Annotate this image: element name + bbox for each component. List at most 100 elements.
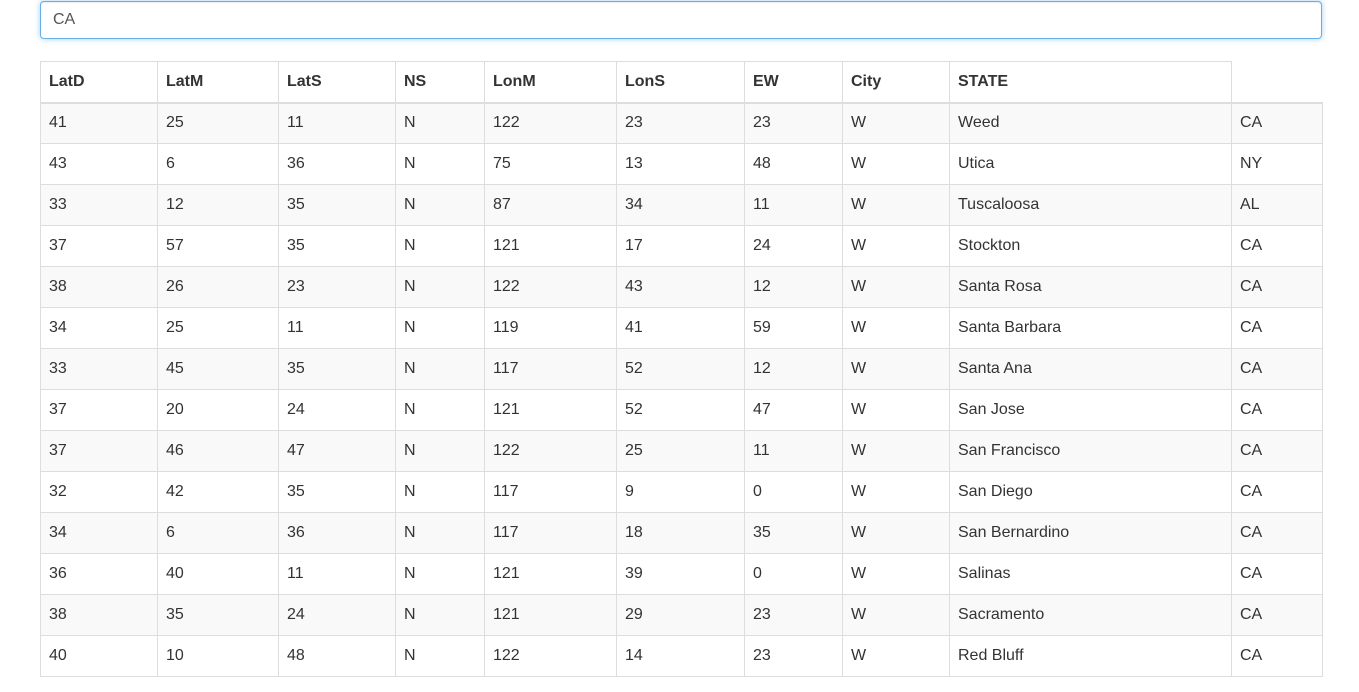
- table-cell: 11: [278, 307, 396, 349]
- table-cell: 36: [40, 553, 158, 595]
- column-header-lats[interactable]: LatS: [278, 61, 396, 104]
- table-cell: N: [395, 348, 485, 390]
- table-row: 36 40 11 N 121 39 0 W Salinas CA: [40, 553, 1323, 595]
- table-cell: N: [395, 225, 485, 267]
- table-cell: CA: [1231, 225, 1323, 267]
- table-cell: N: [395, 143, 485, 185]
- table-cell: W: [842, 389, 950, 431]
- table-cell: W: [842, 266, 950, 308]
- table-cell: W: [842, 512, 950, 554]
- table-cell: 38: [40, 594, 158, 636]
- table-cell: W: [842, 430, 950, 472]
- table-cell: CA: [1231, 266, 1323, 308]
- table-cell: 24: [278, 594, 396, 636]
- table-cell: NY: [1231, 143, 1323, 185]
- table-cell: CA: [1231, 102, 1323, 144]
- column-header-ns[interactable]: NS: [395, 61, 485, 104]
- table-row: 43 6 36 N 75 13 48 W Utica NY: [40, 143, 1323, 185]
- table-cell: W: [842, 348, 950, 390]
- column-header-lonm[interactable]: LonM: [484, 61, 617, 104]
- table-cell: N: [395, 389, 485, 431]
- table-cell: 24: [278, 389, 396, 431]
- table-cell: 122: [484, 266, 617, 308]
- table-cell: 35: [278, 225, 396, 267]
- table-cell: 34: [40, 307, 158, 349]
- table-cell: N: [395, 594, 485, 636]
- table-cell: 42: [157, 471, 279, 513]
- table-cell: W: [842, 184, 950, 226]
- table-cell: 11: [744, 430, 843, 472]
- table-cell: 41: [616, 307, 745, 349]
- table-cell: 23: [744, 594, 843, 636]
- table-cell: W: [842, 307, 950, 349]
- column-header-ew[interactable]: EW: [744, 61, 843, 104]
- search-input[interactable]: [40, 1, 1322, 39]
- column-header-latm[interactable]: LatM: [157, 61, 279, 104]
- table-cell: 122: [484, 430, 617, 472]
- search-bar: [40, 1, 1322, 39]
- table-cell: 12: [744, 348, 843, 390]
- table-cell: 12: [744, 266, 843, 308]
- column-header-lons[interactable]: LonS: [616, 61, 745, 104]
- table-cell: 39: [616, 553, 745, 595]
- table-cell: Santa Barbara: [949, 307, 1232, 349]
- table-cell: Stockton: [949, 225, 1232, 267]
- table-row: 33 45 35 N 117 52 12 W Santa Ana CA: [40, 348, 1323, 390]
- table-cell: 6: [157, 512, 279, 554]
- table-cell: 23: [278, 266, 396, 308]
- table-cell: 20: [157, 389, 279, 431]
- table-cell: 40: [40, 635, 158, 677]
- table-cell: N: [395, 635, 485, 677]
- table-cell: 14: [616, 635, 745, 677]
- table-cell: 23: [616, 102, 745, 144]
- table-cell: 35: [278, 471, 396, 513]
- table-cell: W: [842, 594, 950, 636]
- table-cell: CA: [1231, 307, 1323, 349]
- table-cell: 122: [484, 635, 617, 677]
- table-cell: N: [395, 102, 485, 144]
- column-header-city[interactable]: City: [842, 61, 950, 104]
- table-cell: CA: [1231, 512, 1323, 554]
- table-cell: San Francisco: [949, 430, 1232, 472]
- table-row: 40 10 48 N 122 14 23 W Red Bluff CA: [40, 635, 1323, 677]
- table-cell: 119: [484, 307, 617, 349]
- table-cell: Tuscaloosa: [949, 184, 1232, 226]
- table-cell: 52: [616, 348, 745, 390]
- table-cell: CA: [1231, 553, 1323, 595]
- table-cell: Weed: [949, 102, 1232, 144]
- table-cell: N: [395, 430, 485, 472]
- table-row: 38 26 23 N 122 43 12 W Santa Rosa CA: [40, 266, 1323, 308]
- table-cell: W: [842, 143, 950, 185]
- table-cell: 59: [744, 307, 843, 349]
- table-cell: 9: [616, 471, 745, 513]
- table-cell: 36: [278, 512, 396, 554]
- table-cell: 121: [484, 553, 617, 595]
- table-cell: 117: [484, 348, 617, 390]
- table-cell: N: [395, 512, 485, 554]
- table-cell: 43: [40, 143, 158, 185]
- table-cell: CA: [1231, 471, 1323, 513]
- table-cell: 11: [278, 553, 396, 595]
- table-cell: Utica: [949, 143, 1232, 185]
- table-cell: 43: [616, 266, 745, 308]
- table-cell: 25: [616, 430, 745, 472]
- column-header-state[interactable]: STATE: [949, 61, 1232, 104]
- table-row: 33 12 35 N 87 34 11 W Tuscaloosa AL: [40, 184, 1323, 226]
- table-cell: 75: [484, 143, 617, 185]
- header-row: LatD LatM LatS NS LonM LonS EW City STATE: [40, 61, 1323, 104]
- table-cell: 10: [157, 635, 279, 677]
- column-header-latd[interactable]: LatD: [40, 61, 158, 104]
- table-cell: 11: [278, 102, 396, 144]
- table-cell: CA: [1231, 635, 1323, 677]
- table-cell: 47: [278, 430, 396, 472]
- table-cell: 12: [157, 184, 279, 226]
- table-cell: N: [395, 184, 485, 226]
- table-cell: 117: [484, 512, 617, 554]
- table-cell: 29: [616, 594, 745, 636]
- table-cell: 121: [484, 225, 617, 267]
- table-cell: 34: [616, 184, 745, 226]
- table-cell: CA: [1231, 389, 1323, 431]
- table-cell: N: [395, 266, 485, 308]
- table-cell: 0: [744, 553, 843, 595]
- table-cell: 37: [40, 225, 158, 267]
